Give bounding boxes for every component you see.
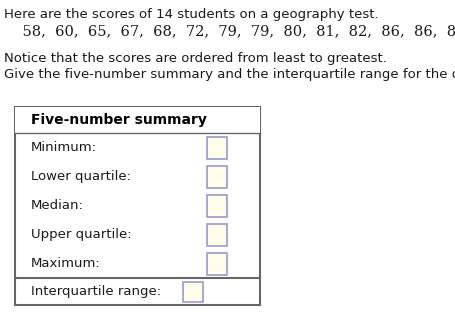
Text: Lower quartile:: Lower quartile:	[31, 170, 131, 183]
Text: Minimum:: Minimum:	[31, 141, 97, 154]
Bar	[207, 137, 227, 158]
Bar	[207, 195, 227, 217]
Text: Here are the scores of 14 students on a geography test.: Here are the scores of 14 students on a …	[4, 8, 378, 21]
Text: Notice that the scores are ordered from least to greatest.: Notice that the scores are ordered from …	[4, 52, 386, 65]
Text: Upper quartile:: Upper quartile:	[31, 228, 131, 241]
Text: 58,  60,  65,  67,  68,  72,  79,  79,  80,  81,  82,  86,  86,  87: 58, 60, 65, 67, 68, 72, 79, 79, 80, 81, …	[4, 24, 455, 38]
Bar	[207, 252, 227, 275]
Text: Maximum:: Maximum:	[31, 257, 101, 270]
Bar	[207, 223, 227, 245]
Text: Interquartile range:: Interquartile range:	[31, 285, 161, 298]
Bar	[15, 107, 259, 133]
Text: Median:: Median:	[31, 199, 84, 212]
Text: Five-number summary: Five-number summary	[31, 113, 207, 127]
Text: Give the five-number summary and the interquartile range for the data set.: Give the five-number summary and the int…	[4, 68, 455, 81]
Bar	[182, 282, 202, 301]
Bar	[15, 107, 259, 305]
Bar	[207, 165, 227, 188]
